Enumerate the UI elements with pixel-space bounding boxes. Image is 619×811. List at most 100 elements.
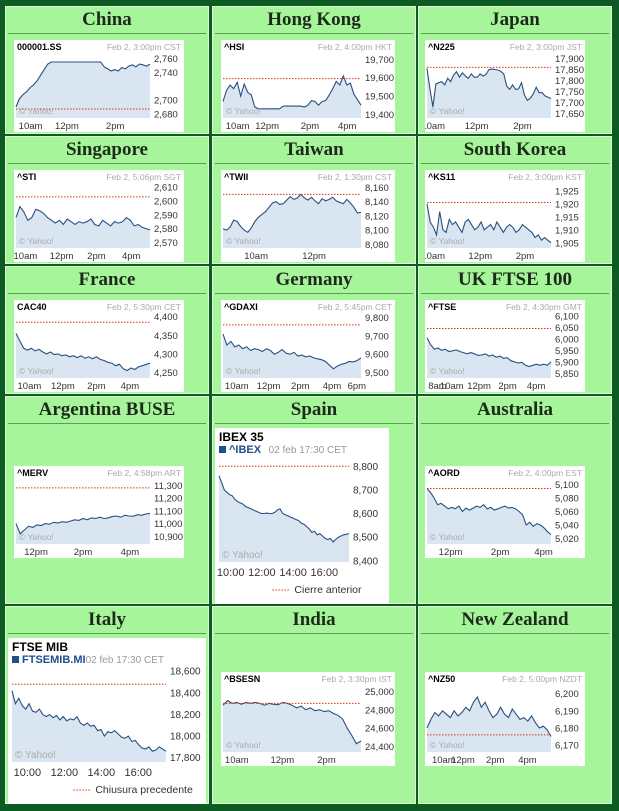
panel-title: China [82,9,132,30]
chart-hsi[interactable]: ^HSI Feb 2, 4:00pm HKT © Yahoo! 19,400 19,50… [221,40,395,132]
chart-svg: ^HSI Feb 2, 4:00pm HKT © Yahoo! 19,400 19,50… [221,40,395,132]
x-tick-label: 2pm [291,381,310,392]
x-tick-label: 10am [440,381,464,392]
y-tick-label: 11,100 [154,506,182,517]
x-tick-label: 12pm [468,251,492,262]
timestamp-label: Feb 2, 5:06pm SGT [106,172,181,182]
yahoo-watermark: © Yahoo! [226,740,261,750]
timestamp-label: Feb 2, 4:00pm HKT [318,42,392,52]
chart-merv[interactable]: ^MERV Feb 2, 4:58pm ART © Yahoo! 10,900 11,0… [14,466,184,558]
timestamp-label: 02 feb 17:30 CET [86,655,164,666]
symbol-label: ^HSI [224,42,244,52]
symbol-label: ^MERV [17,468,48,478]
chart-nz50[interactable]: ^NZ50 Feb 2, 5:00pm NZDT © Yahoo! 6,170 6,18… [425,672,585,766]
chart-twii[interactable]: ^TWII Feb 2, 1:30pm CST © Yahoo! 8,080 8,100… [221,170,395,262]
chart-svg: ^N225 Feb 2, 3:00pm JST© Yahoo! 17,65017,7… [421,40,585,132]
x-tick-label: 2pm [486,755,505,766]
symbol-label: FTSEMIB.MI [22,654,86,666]
y-tick-label: 8,160 [365,183,389,194]
y-tick-label: 17,900 [555,54,584,65]
chart-ftse[interactable]: ^FTSE Feb 2, 4:30pm GMT © Yahoo! 5,850 5,900… [425,300,585,392]
y-tick-label: 5,850 [555,369,579,380]
y-tick-label: 9,800 [365,313,389,324]
y-tick-label: 17,850 [555,65,584,76]
chart-sti[interactable]: ^STI Feb 2, 5:06pm SGT © Yahoo! 2,570 2,580 2… [13,170,184,262]
y-tick-label: 1,925 [555,186,579,197]
y-tick-label: 2,570 [154,238,178,249]
title-divider [421,293,609,294]
chart-ks11[interactable]: ^KS11 Feb 2, 3:00pm KST © Yahoo! 1,905 1,910… [421,170,585,262]
yahoo-watermark: © Yahoo! [430,740,465,750]
symbol-label: ^TWII [224,172,248,182]
chart-svg: 000001.SS Feb 2, 3:00pm CST © Yahoo! 2,680 2… [14,40,184,132]
y-tick-label: 1,910 [555,225,579,236]
yahoo-watermark: © Yahoo! [226,106,261,116]
x-tick-label: 2pm [516,251,535,262]
x-tick-label: 12pm [302,251,326,262]
price-area [16,513,150,544]
price-area [427,697,551,752]
chart-ftsemib-mi[interactable]: FTSE MIB FTSEMIB.MI 02 feb 17:30 CET © Yaho… [8,638,206,804]
yahoo-watermark: © Yahoo! [15,750,56,761]
chart-svg: IBEX 35^IBEX 02 feb 17:30 CET © Yahoo! 8,40… [215,428,389,604]
panel-china: China 000001.SS Feb 2, 3:00pm CST © Yahoo! 2… [5,6,209,134]
y-tick-label: 4,250 [154,368,178,379]
y-tick-label: 2,700 [154,96,178,107]
y-tick-label: 11,300 [154,481,182,492]
x-tick-label: 10am [425,121,445,132]
y-tick-label: 6,190 [555,706,579,717]
yahoo-watermark: © Yahoo! [19,236,54,246]
panel-title: India [292,609,336,630]
timestamp-label: Feb 2, 4:00pm EST [508,468,582,478]
x-tick-label: 4pm [534,547,553,558]
price-line [15,205,151,231]
symbol-label: ^AORD [428,468,460,478]
y-tick-label: 1,905 [555,238,579,249]
title-divider [421,163,609,164]
y-tick-label: 17,750 [555,87,584,98]
panel-australia: Australia ^AORD Feb 2, 4:00pm EST © Yahoo! 5… [418,396,612,604]
y-tick-label: 8,080 [365,240,389,251]
x-tick-label: 2pm [87,251,106,262]
x-tick-label: 12:00 [248,567,276,579]
chart-gdaxi[interactable]: ^GDAXI Feb 2, 5:45pm CET © Yahoo! 9,500 9,60… [221,300,395,392]
x-tick-label: 10:00 [217,567,245,579]
panel-argentina-buse: Argentina BUSE ^MERV Feb 2, 4:58pm ART © Ya… [5,396,209,604]
timestamp-label: Feb 2, 4:58pm ART [107,468,181,478]
price-area [427,337,551,378]
y-tick-label: 24,600 [365,724,394,735]
x-tick-label: 12pm [51,381,75,392]
y-tick-label: 24,800 [365,705,394,716]
y-tick-label: 2,680 [154,109,178,120]
y-tick-label: 2,600 [154,196,178,207]
panel-title: Germany [275,269,353,290]
x-tick-label: 4pm [121,547,140,558]
chart-svg: ^MERV Feb 2, 4:58pm ART © Yahoo! 10,900 11,0… [14,466,184,558]
panel-title: France [78,269,136,290]
chart-cac40[interactable]: CAC40 Feb 2, 5:30pm CET © Yahoo! 4,250 4,300… [14,300,184,392]
chart-svg: ^GDAXI Feb 2, 5:45pm CET © Yahoo! 9,500 9,60… [221,300,395,392]
y-tick-label: 8,140 [365,197,389,208]
panel-india: India ^BSESN Feb 2, 3:30pm IST © Yahoo! 24,4… [212,606,416,804]
yahoo-watermark: © Yahoo! [19,532,54,542]
chart-aord[interactable]: ^AORD Feb 2, 4:00pm EST © Yahoo! 5,020 5,040… [425,466,585,558]
chart-ibex[interactable]: IBEX 35 ^IBEX 02 feb 17:30 CET © Yahoo! 8,40… [215,428,389,604]
timestamp-label: Feb 2, 3:30pm IST [322,674,392,684]
y-tick-label: 10,900 [154,532,183,543]
price-area [219,475,349,562]
chart-bsesn[interactable]: ^BSESN Feb 2, 3:30pm IST © Yahoo! 24,400 24,… [221,672,395,766]
panel-title: Spain [290,399,338,420]
chart-n225[interactable]: ^N225 Feb 2, 3:00pm JST © Yahoo! 17,650 17,7… [421,40,585,132]
y-tick-label: 8,100 [365,226,389,237]
price-line [426,68,552,108]
y-tick-label: 24,400 [365,742,394,753]
timestamp-label: Feb 2, 4:30pm GMT [506,302,582,312]
chart-000001-ss[interactable]: 000001.SS Feb 2, 3:00pm CST © Yahoo! 2,680 2… [14,40,184,132]
price-area [223,700,361,752]
price-line [15,61,151,108]
panel-title: Japan [490,9,540,30]
chart-svg: ^STI Feb 2, 5:06pm SGT © Yahoo! 2,570 2,580 2… [13,170,184,262]
x-tick-label: 2pm [491,547,510,558]
symbol-label: ^BSESN [224,674,260,684]
price-line [15,512,151,535]
